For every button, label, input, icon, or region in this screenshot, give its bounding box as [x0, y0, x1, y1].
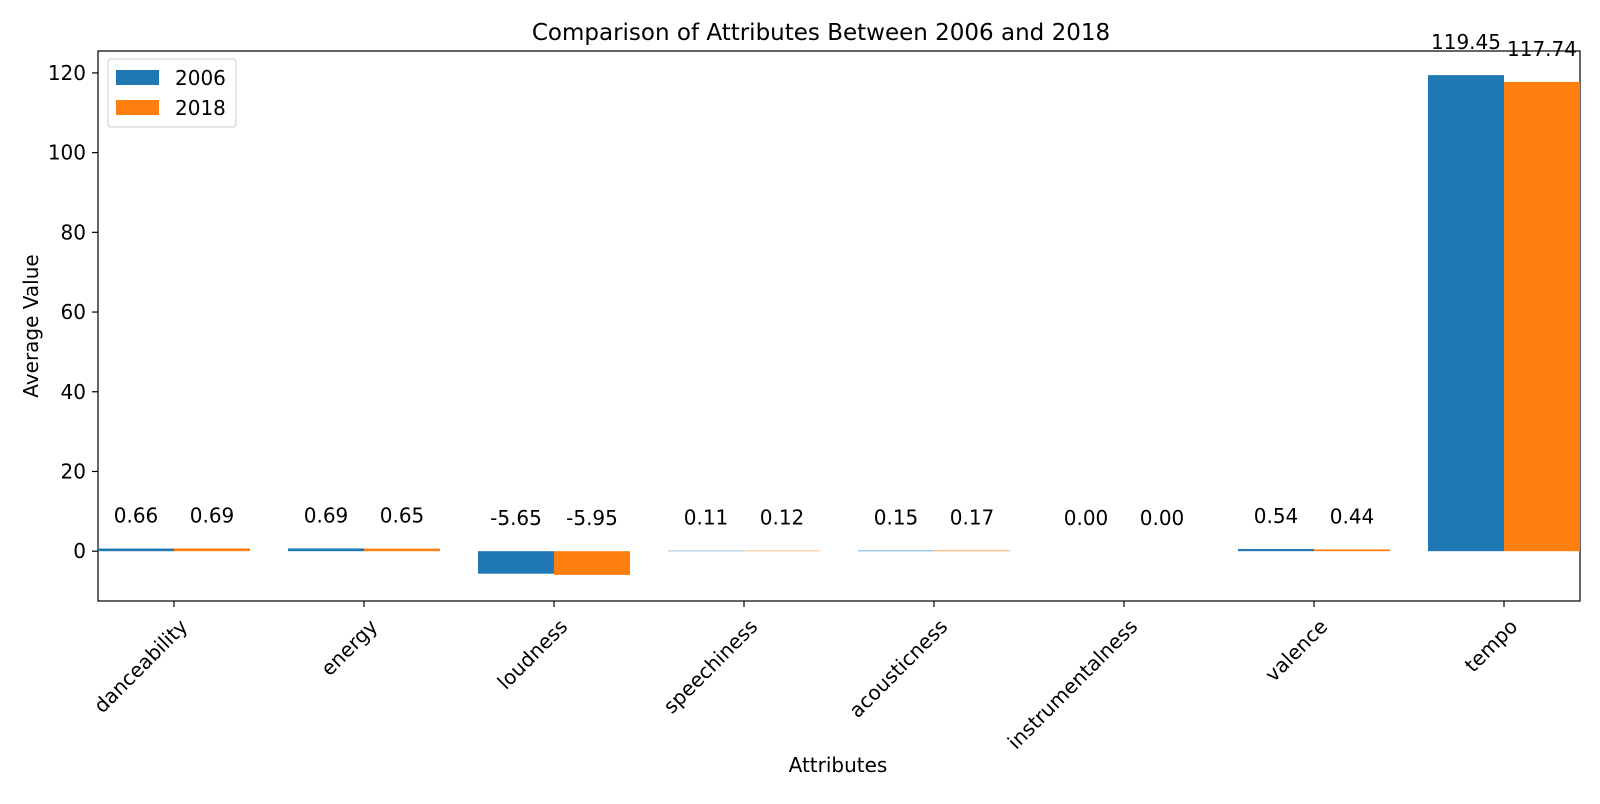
bar-2006-danceability [98, 549, 174, 552]
bar-2018-energy [364, 549, 440, 552]
x-tick-label-instrumentalness: instrumentalness [1003, 614, 1143, 754]
x-axis: danceability energy loudness speechiness aco… [89, 601, 1522, 754]
value-label-2018-tempo: 117.74 [1507, 37, 1577, 61]
value-label-2006-speechiness: 0.11 [684, 506, 729, 530]
value-labels-layer: 0.66 0.69 -5.65 0.11 0.15 0.00 0.54 119.45 0.69 0… [114, 30, 1577, 530]
y-tick-label-20: 20 [61, 459, 86, 483]
bar-2006-loudness [478, 551, 554, 574]
bar-2006-tempo [1428, 75, 1504, 551]
chart-title: Comparison of Attributes Between 2006 an… [532, 20, 1110, 46]
bar-2018-loudness [554, 551, 630, 575]
bar-2018-danceability [174, 548, 250, 551]
y-axis-title: Average Value [19, 254, 43, 397]
x-tick-label-acousticness: acousticness [844, 614, 952, 722]
bar-2018-valence [1314, 549, 1390, 551]
value-label-2018-loudness: -5.95 [566, 506, 618, 530]
value-label-2006-instrumentalness: 0.00 [1064, 506, 1109, 530]
y-tick-label-100: 100 [48, 141, 86, 165]
value-label-2018-energy: 0.65 [380, 504, 425, 528]
value-label-2006-loudness: -5.65 [490, 506, 542, 530]
legend-label-2006: 2006 [175, 66, 226, 90]
legend: 2006 2018 [108, 59, 236, 127]
legend-swatch-2006 [116, 70, 159, 85]
legend-swatch-2018 [116, 100, 159, 115]
legend-label-2018: 2018 [175, 96, 226, 120]
bar-2006-acousticness [858, 551, 934, 552]
value-label-2006-danceability: 0.66 [114, 504, 159, 528]
x-tick-label-energy: energy [316, 614, 382, 680]
value-label-2018-instrumentalness: 0.00 [1140, 506, 1185, 530]
x-tick-label-tempo: tempo [1460, 614, 1523, 677]
bar-2018-tempo [1504, 82, 1580, 551]
bar-2018-acousticness [934, 551, 1010, 552]
value-label-2006-tempo: 119.45 [1431, 30, 1501, 54]
y-tick-label-40: 40 [61, 380, 86, 404]
bars-layer [98, 75, 1580, 575]
x-tick-label-loudness: loudness [492, 614, 572, 694]
y-tick-label-60: 60 [61, 300, 86, 324]
value-label-2006-valence: 0.54 [1254, 504, 1299, 528]
value-label-2006-energy: 0.69 [304, 503, 349, 527]
value-label-2018-speechiness: 0.12 [760, 506, 805, 530]
bar-2006-energy [288, 548, 364, 551]
value-label-2018-acousticness: 0.17 [950, 506, 995, 530]
x-axis-title: Attributes [789, 753, 888, 777]
x-tick-label-valence: valence [1260, 614, 1332, 686]
y-tick-label-120: 120 [48, 61, 86, 85]
x-tick-label-danceability: danceability [89, 614, 193, 718]
y-axis: 0 20 40 60 80 100 120 [48, 61, 98, 563]
x-tick-label-speechiness: speechiness [658, 614, 762, 718]
y-tick-label-0: 0 [73, 539, 86, 563]
y-tick-label-80: 80 [61, 220, 86, 244]
value-label-2018-danceability: 0.69 [190, 503, 235, 527]
value-label-2018-valence: 0.44 [1330, 504, 1375, 528]
bar-2006-valence [1238, 549, 1314, 551]
value-label-2006-acousticness: 0.15 [874, 506, 919, 530]
